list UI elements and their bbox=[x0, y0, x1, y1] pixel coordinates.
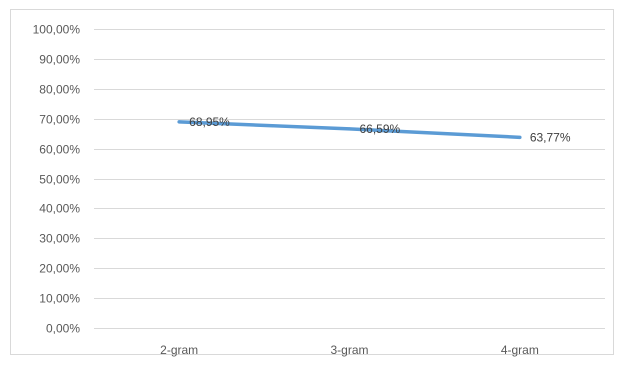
data-point bbox=[177, 120, 181, 124]
y-tick-label: 40,00% bbox=[39, 202, 80, 216]
y-axis-tick-labels: 0,00% 10,00% 20,00% 30,00% 40,00% 50,00% 60,00… bbox=[33, 23, 81, 336]
y-tick-label: 100,00% bbox=[33, 23, 81, 37]
y-tick-label: 30,00% bbox=[39, 232, 80, 246]
data-labels: 68,95% 66,59% 63,77% bbox=[189, 115, 571, 144]
data-point bbox=[518, 135, 522, 139]
x-tick-label: 3-gram bbox=[330, 343, 368, 357]
chart-frame bbox=[10, 9, 614, 355]
data-label: 63,77% bbox=[530, 130, 571, 144]
y-tick-label: 80,00% bbox=[39, 83, 80, 97]
data-point bbox=[348, 127, 351, 131]
data-label: 66,59% bbox=[360, 122, 401, 136]
y-tick-label: 20,00% bbox=[39, 262, 80, 276]
y-tick-label: 50,00% bbox=[39, 173, 80, 187]
y-tick-label: 90,00% bbox=[39, 53, 80, 67]
series-line bbox=[177, 120, 522, 140]
y-tick-label: 10,00% bbox=[39, 292, 80, 306]
x-tick-label: 2-gram bbox=[160, 343, 198, 357]
y-tick-label: 70,00% bbox=[39, 113, 80, 127]
data-label: 68,95% bbox=[189, 115, 230, 129]
gridlines bbox=[94, 29, 605, 329]
x-tick-label: 4-gram bbox=[501, 343, 539, 357]
x-axis-tick-labels: 2-gram 3-gram 4-gram bbox=[160, 343, 539, 357]
y-tick-label: 0,00% bbox=[46, 322, 80, 336]
y-tick-label: 60,00% bbox=[39, 143, 80, 157]
